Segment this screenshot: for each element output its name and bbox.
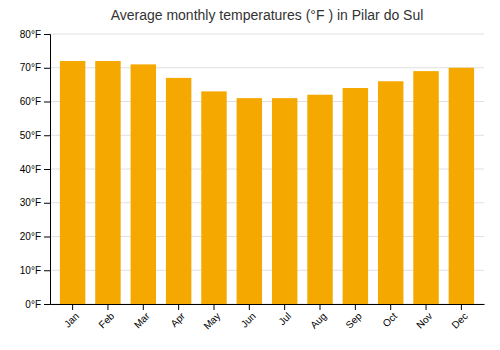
x-tick: Apr	[168, 304, 187, 329]
tick-label: Apr	[168, 310, 187, 329]
y-tick: 30°F	[20, 197, 50, 208]
tick-label: Jul	[276, 310, 293, 327]
x-tick: Feb	[96, 304, 116, 330]
axis-line	[44, 35, 51, 305]
grid	[50, 34, 484, 304]
bar	[237, 98, 262, 304]
tick-mark	[44, 270, 50, 271]
y-tick: 60°F	[20, 96, 50, 107]
tick-mark	[249, 304, 250, 310]
x-tick: Jul	[276, 304, 293, 327]
tick-mark	[72, 304, 73, 310]
tick-label: Jun	[239, 310, 258, 329]
bar	[201, 91, 226, 304]
bar	[378, 81, 403, 304]
tick-mark	[143, 304, 144, 310]
tick-label: 0°F	[25, 299, 41, 310]
chart: 0°F 10°F 20°F 30°F 40°F 50°F 60°F 70°F 80°F Jan Fe…	[0, 0, 500, 350]
bar	[413, 71, 438, 304]
tick-mark	[284, 304, 285, 310]
tick-mark	[44, 237, 50, 238]
x-tick: Jan	[62, 304, 81, 330]
y-tick: 10°F	[20, 265, 50, 276]
y-axis: 0°F 10°F 20°F 30°F 40°F 50°F 60°F 70°F 80°F	[20, 29, 51, 310]
title: Average monthly temperatures (°F ) in Pi…	[111, 7, 424, 23]
tick-label: Nov	[414, 310, 434, 330]
grid-line	[50, 34, 484, 35]
bar	[131, 64, 156, 304]
tick-label: 10°F	[20, 265, 41, 276]
y-tick: 70°F	[20, 62, 50, 73]
tick-mark	[44, 34, 50, 35]
tick-label: 30°F	[20, 197, 41, 208]
bar	[272, 98, 297, 304]
tick-label: Feb	[96, 310, 116, 330]
tick-mark	[178, 304, 179, 310]
tick-mark	[107, 304, 108, 310]
x-axis: Jan Feb Mar Apr May Jun Jul Aug Sep Oct Nov Dec	[51, 304, 485, 332]
tick-label: 20°F	[20, 231, 41, 242]
bar	[343, 88, 368, 304]
y-tick: 50°F	[20, 130, 50, 141]
bar	[95, 61, 120, 304]
x-tick: Sep	[343, 304, 364, 331]
y-tick: 40°F	[20, 164, 50, 175]
tick-mark	[44, 135, 50, 136]
axis-line	[51, 304, 485, 305]
tick-label: 60°F	[20, 96, 41, 107]
y-tick: 20°F	[20, 231, 50, 242]
tick-label: 50°F	[20, 130, 41, 141]
bars	[60, 61, 474, 304]
tick-mark	[426, 304, 427, 310]
tick-mark	[213, 304, 214, 310]
plot: 0°F 10°F 20°F 30°F 40°F 50°F 60°F 70°F 80°F Jan Fe…	[20, 29, 485, 332]
tick-mark	[355, 304, 356, 310]
tick-label: 40°F	[20, 164, 41, 175]
tick-mark	[320, 304, 321, 310]
bar	[307, 95, 332, 304]
tick-mark	[44, 203, 50, 204]
bar	[449, 68, 474, 304]
x-tick: Jun	[239, 304, 258, 330]
tick-mark	[390, 304, 391, 310]
tick-mark	[44, 304, 50, 305]
y-tick: 0°F	[25, 299, 50, 310]
tick-label: Mar	[132, 310, 152, 330]
tick-mark	[44, 169, 50, 170]
tick-mark	[44, 102, 50, 103]
y-tick: 80°F	[20, 29, 50, 40]
x-tick: May	[201, 304, 222, 332]
tick-label: Dec	[450, 310, 470, 330]
bar	[60, 61, 85, 304]
tick-label: Sep	[343, 310, 364, 331]
tick-mark	[44, 68, 50, 69]
x-tick: Oct	[380, 304, 399, 329]
tick-mark	[461, 304, 462, 310]
tick-label: May	[201, 310, 222, 331]
x-tick: Dec	[450, 304, 470, 331]
x-tick: Mar	[132, 304, 152, 330]
tick-label: Oct	[380, 310, 399, 329]
x-tick: Aug	[308, 304, 328, 331]
tick-label: Aug	[308, 310, 328, 330]
tick-label: Jan	[62, 310, 81, 329]
bar	[166, 78, 191, 304]
tick-label: 80°F	[20, 29, 41, 40]
x-tick: Nov	[414, 304, 434, 331]
tick-label: 70°F	[20, 62, 41, 73]
